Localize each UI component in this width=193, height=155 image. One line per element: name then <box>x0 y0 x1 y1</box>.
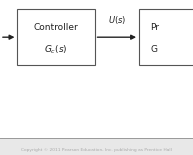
Bar <box>0 0 193 138</box>
Text: Copyright © 2011 Pearson Education, Inc. publishing as Prentice Hall: Copyright © 2011 Pearson Education, Inc.… <box>21 148 172 152</box>
Text: Pr: Pr <box>151 23 160 32</box>
Text: G: G <box>151 45 157 54</box>
Bar <box>139 9 193 65</box>
Text: $U(s)$: $U(s)$ <box>108 14 126 26</box>
Bar <box>0 138 193 155</box>
Text: Controller: Controller <box>34 23 78 32</box>
Bar <box>17 9 95 65</box>
Text: $G_c(s)$: $G_c(s)$ <box>44 43 68 56</box>
